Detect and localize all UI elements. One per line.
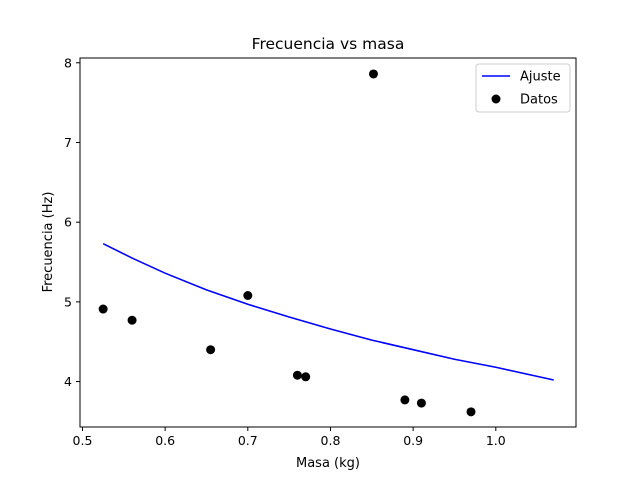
x-tick-label: 0.8 (321, 433, 341, 448)
x-tick-label: 0.5 (73, 433, 93, 448)
y-tick-label: 5 (64, 294, 72, 309)
data-point (301, 372, 311, 382)
data-point (206, 345, 216, 355)
legend-label: Ajuste (520, 70, 561, 85)
data-point (416, 398, 426, 408)
chart-marks: 0.5 0.6 0.7 0.8 0.9 1.0 4 5 6 7 8 Ajuste Datos (64, 55, 577, 448)
data-point (243, 290, 253, 300)
x-tick-label: 0.7 (238, 433, 258, 448)
data-point (98, 304, 108, 314)
data-point (127, 315, 137, 325)
x-tick-label: 0.9 (403, 433, 423, 448)
data-point (368, 69, 378, 79)
x-axis-label: Masa (kg) (296, 456, 360, 471)
chart-title: Frecuencia vs masa (252, 35, 405, 53)
series-line-ajuste (102, 242, 554, 381)
y-tick-label: 6 (64, 215, 72, 230)
data-point (292, 370, 302, 380)
y-tick-label: 4 (64, 374, 72, 389)
legend-label: Datos (520, 93, 558, 108)
legend-swatch-marker (491, 94, 501, 104)
y-axis-label: Frecuencia (Hz) (41, 192, 56, 293)
y-tick-label: 8 (64, 55, 72, 70)
data-point (400, 395, 410, 405)
x-tick-label: 0.6 (155, 433, 175, 448)
y-tick-label: 7 (64, 135, 72, 150)
plot-frame (79, 57, 577, 428)
data-point (466, 407, 476, 417)
x-tick-label: 1.0 (486, 433, 506, 448)
